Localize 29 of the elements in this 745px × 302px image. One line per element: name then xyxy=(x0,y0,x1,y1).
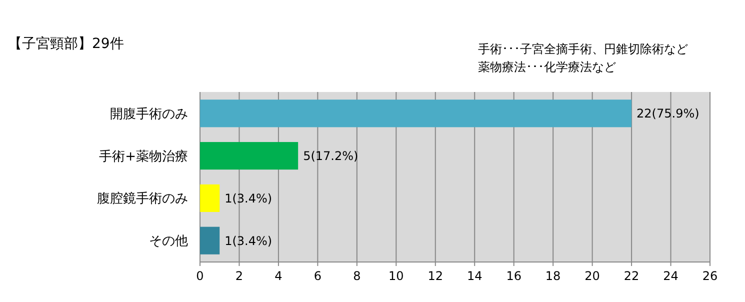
y-tick-label: 手術+薬物治療 xyxy=(99,149,188,164)
bar xyxy=(200,226,220,254)
bar xyxy=(200,184,220,212)
text: 【子宮頸部】29件 xyxy=(8,36,124,52)
x-tick-label: 26 xyxy=(702,269,718,283)
data-label: 1(3.4%) xyxy=(224,191,272,206)
x-tick-label: 18 xyxy=(545,269,561,283)
x-tick-label: 12 xyxy=(428,269,444,283)
x-tick-label: 20 xyxy=(584,269,600,283)
x-tick-label: 2 xyxy=(235,269,244,283)
y-tick-label: 腹腔鏡手術のみ xyxy=(97,192,188,207)
x-tick-label: 8 xyxy=(353,269,361,283)
x-tick-label: 22 xyxy=(624,269,640,283)
data-label: 1(3.4%) xyxy=(224,234,272,248)
text: 手術･･･子宮全摘手術、円錐切除術など xyxy=(478,42,688,56)
text: 薬物療法･･･化学療法など xyxy=(478,60,616,74)
x-tick-label: 0 xyxy=(196,269,204,283)
x-tick-label: 16 xyxy=(506,269,522,283)
x-tick-label: 4 xyxy=(274,269,282,283)
bar xyxy=(200,142,298,170)
x-tick-label: 10 xyxy=(388,269,404,283)
data-label: 5(17.2%) xyxy=(303,149,358,164)
y-tick-label: その他 xyxy=(149,234,188,250)
x-tick-label: 24 xyxy=(663,269,678,283)
bar xyxy=(200,100,632,128)
x-tick-label: 6 xyxy=(314,269,322,283)
y-tick-label: 開腹手術のみ xyxy=(110,106,188,122)
x-tick-label: 14 xyxy=(466,269,482,283)
data-label: 22(75.9%) xyxy=(636,106,700,121)
